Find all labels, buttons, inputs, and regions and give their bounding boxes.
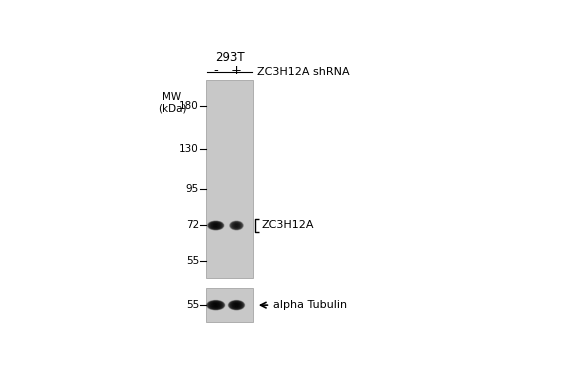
Ellipse shape: [234, 224, 239, 227]
Ellipse shape: [215, 305, 217, 306]
Ellipse shape: [232, 222, 242, 229]
Ellipse shape: [208, 222, 223, 229]
Text: 130: 130: [179, 144, 199, 154]
Ellipse shape: [233, 303, 240, 307]
Ellipse shape: [214, 224, 218, 227]
Ellipse shape: [232, 302, 241, 308]
Bar: [206, 80, 253, 278]
Text: 55: 55: [186, 256, 199, 265]
Ellipse shape: [212, 224, 219, 227]
Ellipse shape: [232, 302, 242, 308]
Ellipse shape: [208, 221, 224, 230]
Ellipse shape: [212, 303, 219, 307]
Ellipse shape: [231, 302, 242, 308]
Text: 95: 95: [186, 184, 199, 194]
Ellipse shape: [233, 223, 239, 228]
Ellipse shape: [210, 302, 222, 308]
Ellipse shape: [235, 225, 237, 226]
Ellipse shape: [214, 225, 218, 226]
Ellipse shape: [210, 222, 222, 229]
Ellipse shape: [230, 222, 243, 229]
Ellipse shape: [214, 304, 217, 306]
Text: 180: 180: [179, 101, 199, 112]
Ellipse shape: [233, 303, 240, 307]
Ellipse shape: [236, 305, 237, 306]
Ellipse shape: [235, 304, 238, 306]
Ellipse shape: [210, 222, 222, 229]
Ellipse shape: [212, 223, 220, 228]
Ellipse shape: [211, 302, 221, 308]
Text: -: -: [214, 64, 218, 77]
Text: ZC3H12A: ZC3H12A: [261, 220, 314, 231]
Text: alpha Tubulin: alpha Tubulin: [272, 300, 347, 310]
Ellipse shape: [211, 303, 220, 307]
Ellipse shape: [233, 223, 240, 228]
Ellipse shape: [229, 301, 244, 309]
Ellipse shape: [233, 223, 240, 228]
Ellipse shape: [214, 304, 218, 306]
Ellipse shape: [210, 302, 222, 308]
Text: 55: 55: [186, 300, 199, 310]
Ellipse shape: [210, 223, 221, 228]
Ellipse shape: [232, 223, 240, 228]
Text: 72: 72: [186, 220, 199, 231]
Ellipse shape: [234, 304, 239, 307]
Ellipse shape: [213, 224, 218, 227]
Ellipse shape: [235, 304, 238, 306]
Ellipse shape: [207, 301, 225, 310]
Ellipse shape: [229, 301, 244, 310]
Ellipse shape: [232, 303, 240, 307]
Text: MW
(kDa): MW (kDa): [158, 92, 186, 113]
Ellipse shape: [228, 301, 244, 310]
Ellipse shape: [212, 223, 219, 228]
Ellipse shape: [212, 303, 220, 307]
Text: 293T: 293T: [215, 51, 244, 64]
Ellipse shape: [208, 222, 223, 229]
Ellipse shape: [211, 223, 220, 228]
Ellipse shape: [235, 225, 238, 226]
Ellipse shape: [230, 302, 243, 309]
Ellipse shape: [231, 222, 242, 229]
Ellipse shape: [213, 304, 219, 307]
Ellipse shape: [231, 222, 242, 229]
Ellipse shape: [214, 225, 217, 226]
Bar: [206, 288, 253, 322]
Ellipse shape: [211, 223, 221, 228]
Ellipse shape: [230, 302, 242, 308]
Ellipse shape: [235, 224, 239, 227]
Text: ZC3H12A shRNA: ZC3H12A shRNA: [257, 67, 349, 77]
Ellipse shape: [210, 302, 221, 308]
Ellipse shape: [209, 302, 223, 309]
Ellipse shape: [235, 304, 239, 307]
Ellipse shape: [230, 222, 243, 229]
Ellipse shape: [207, 301, 224, 310]
Ellipse shape: [230, 301, 243, 309]
Ellipse shape: [232, 223, 241, 228]
Ellipse shape: [208, 301, 223, 309]
Ellipse shape: [213, 304, 218, 307]
Ellipse shape: [209, 222, 222, 229]
Ellipse shape: [234, 224, 239, 227]
Text: +: +: [231, 64, 242, 77]
Ellipse shape: [208, 301, 223, 309]
Ellipse shape: [215, 225, 217, 226]
Ellipse shape: [230, 221, 243, 230]
